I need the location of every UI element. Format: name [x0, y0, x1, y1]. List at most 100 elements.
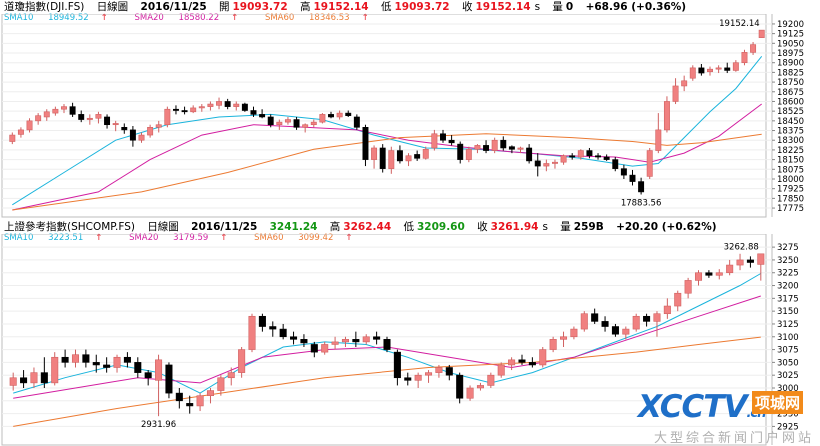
shcomp-candle-body [331, 341, 339, 345]
dji-y-tick-label: 18075 [777, 165, 804, 175]
shcomp-candle-body [435, 367, 443, 373]
dji-candle-body [233, 103, 240, 107]
shcomp-candle-body [40, 372, 48, 384]
shcomp-candle-body [539, 349, 547, 366]
dji-candle-body [707, 68, 713, 73]
dji-candle-body [250, 110, 257, 115]
shcomp-candle-body [456, 374, 464, 399]
shcomp-low-label: 低 [403, 221, 414, 233]
dji-candle-body [396, 150, 403, 162]
dji-sma-legend: SMA10 18949.52 ↑ SMA20 18580.22 ↑ SMA60 18… [4, 13, 393, 24]
shcomp-y-tick-label: 3150 [777, 307, 799, 317]
dji-candle-body [595, 155, 602, 158]
shcomp-y-tick-label: 3000 [777, 384, 799, 394]
watermark-brand-text: XCCTV [638, 389, 747, 425]
shcomp-sma60-line [13, 336, 761, 427]
dji-candle-body [603, 156, 610, 160]
dji-candle-body [61, 106, 67, 110]
shcomp-sma10-legend: SMA10 3223.51 ↑ [4, 233, 114, 243]
dji-candle-body [448, 139, 455, 144]
shcomp-candle-body [186, 403, 194, 407]
dji-y-tick-label: 18675 [777, 88, 804, 98]
dji-candle-body [112, 123, 119, 126]
dji-plot-frame [1, 14, 767, 218]
shcomp-sma10-label: SMA10 [4, 233, 34, 243]
shcomp-candle-body [352, 339, 360, 343]
dji-y-tick-label: 18900 [777, 59, 804, 69]
dji-low-label: 低 [380, 1, 392, 13]
dji-candle-body [681, 80, 688, 87]
shcomp-high-value: 3262.44 [343, 221, 392, 233]
dji-candle-body [689, 67, 696, 79]
dji-candle-body [750, 44, 757, 53]
shcomp-candle-body [175, 392, 183, 402]
dji-candle-body [216, 101, 223, 106]
shcomp-candle-body [290, 336, 298, 340]
dji-candle-body [638, 181, 645, 193]
shcomp-candle-body [611, 326, 619, 335]
dji-candle-body [612, 159, 619, 169]
shcomp-change: +20.20 (+0.62%) [616, 221, 717, 233]
dji-candle-body [328, 114, 334, 118]
dji-volume-value: 0 [565, 1, 574, 13]
shcomp-candle-body [414, 374, 422, 381]
dji-sma60-line [12, 133, 762, 211]
dji-candle-body [655, 129, 662, 151]
dji-low-group: 低 19093.72 [381, 1, 450, 13]
shcomp-candle-body [269, 326, 277, 330]
dji-candle-body [526, 147, 533, 162]
shcomp-candle-body [487, 374, 495, 386]
shcomp-y-tick-label: 3100 [777, 333, 799, 343]
dji-candle-body [440, 133, 446, 141]
shcomp-candle-body [622, 328, 630, 335]
shcomp-candle-body [393, 351, 401, 379]
shcomp-plot-frame [1, 234, 767, 446]
shcomp-candle-body [663, 305, 671, 315]
shcomp-y-tick-label: 2950 [777, 410, 799, 420]
dji-y-tick-label: 18525 [777, 107, 804, 117]
dji-candle-body [35, 115, 42, 122]
dji-candle-body [345, 112, 352, 116]
shcomp-candle-body [92, 362, 100, 366]
shcomp-candle-body [726, 264, 734, 274]
shcomp-candle-body [103, 364, 111, 368]
dji-date: 2016/11/25 [140, 1, 207, 13]
shcomp-date: 2016/11/25 [191, 221, 258, 233]
shcomp-y-tick-label: 3050 [777, 358, 799, 368]
shcomp-candle-body [51, 356, 59, 384]
dji-candle-body [164, 108, 171, 126]
dji-candle-body [147, 127, 154, 136]
dji-low-annotation: 17883.56 [621, 198, 662, 208]
shcomp-candle-body [61, 356, 69, 363]
shcomp-candle-body [508, 359, 516, 366]
dji-close-label: 收 [461, 1, 473, 13]
dji-y-tick-label: 18300 [777, 136, 804, 146]
dji-candle-body [353, 116, 360, 128]
shcomp-candle-body [684, 280, 692, 294]
dji-candle-body [474, 145, 481, 150]
dji-candle-body [259, 114, 266, 118]
shcomp-chart-kind: 日線圖 [147, 221, 179, 233]
dji-candle-body [371, 147, 378, 160]
dji-high-value: 19152.14 [313, 1, 369, 13]
watermark-tag: 项城网 [752, 391, 804, 414]
dji-close-group: 收 19152.14 s [462, 1, 540, 13]
dji-candle-body [224, 101, 231, 107]
dji-y-tick-label: 19200 [777, 20, 804, 30]
dji-candle-body [310, 121, 317, 126]
shcomp-candle-body [694, 272, 703, 281]
shcomp-candle-body [155, 359, 163, 381]
dji-candle-body [362, 127, 369, 160]
shcomp-candle-body [123, 356, 131, 363]
dji-candle-body [414, 154, 421, 159]
shcomp-low-group: 低 3209.60 [403, 221, 464, 233]
shcomp-y-tick-label: 3225 [777, 269, 799, 279]
dji-sma10-label: SMA10 [4, 13, 34, 23]
shcomp-candle-body [310, 344, 318, 353]
shcomp-y-tick-label: 3125 [777, 320, 799, 330]
dji-candle-body [78, 114, 85, 120]
dji-candle-body [293, 119, 300, 128]
shcomp-candle-body [404, 377, 412, 381]
shcomp-candle-body [134, 362, 142, 373]
